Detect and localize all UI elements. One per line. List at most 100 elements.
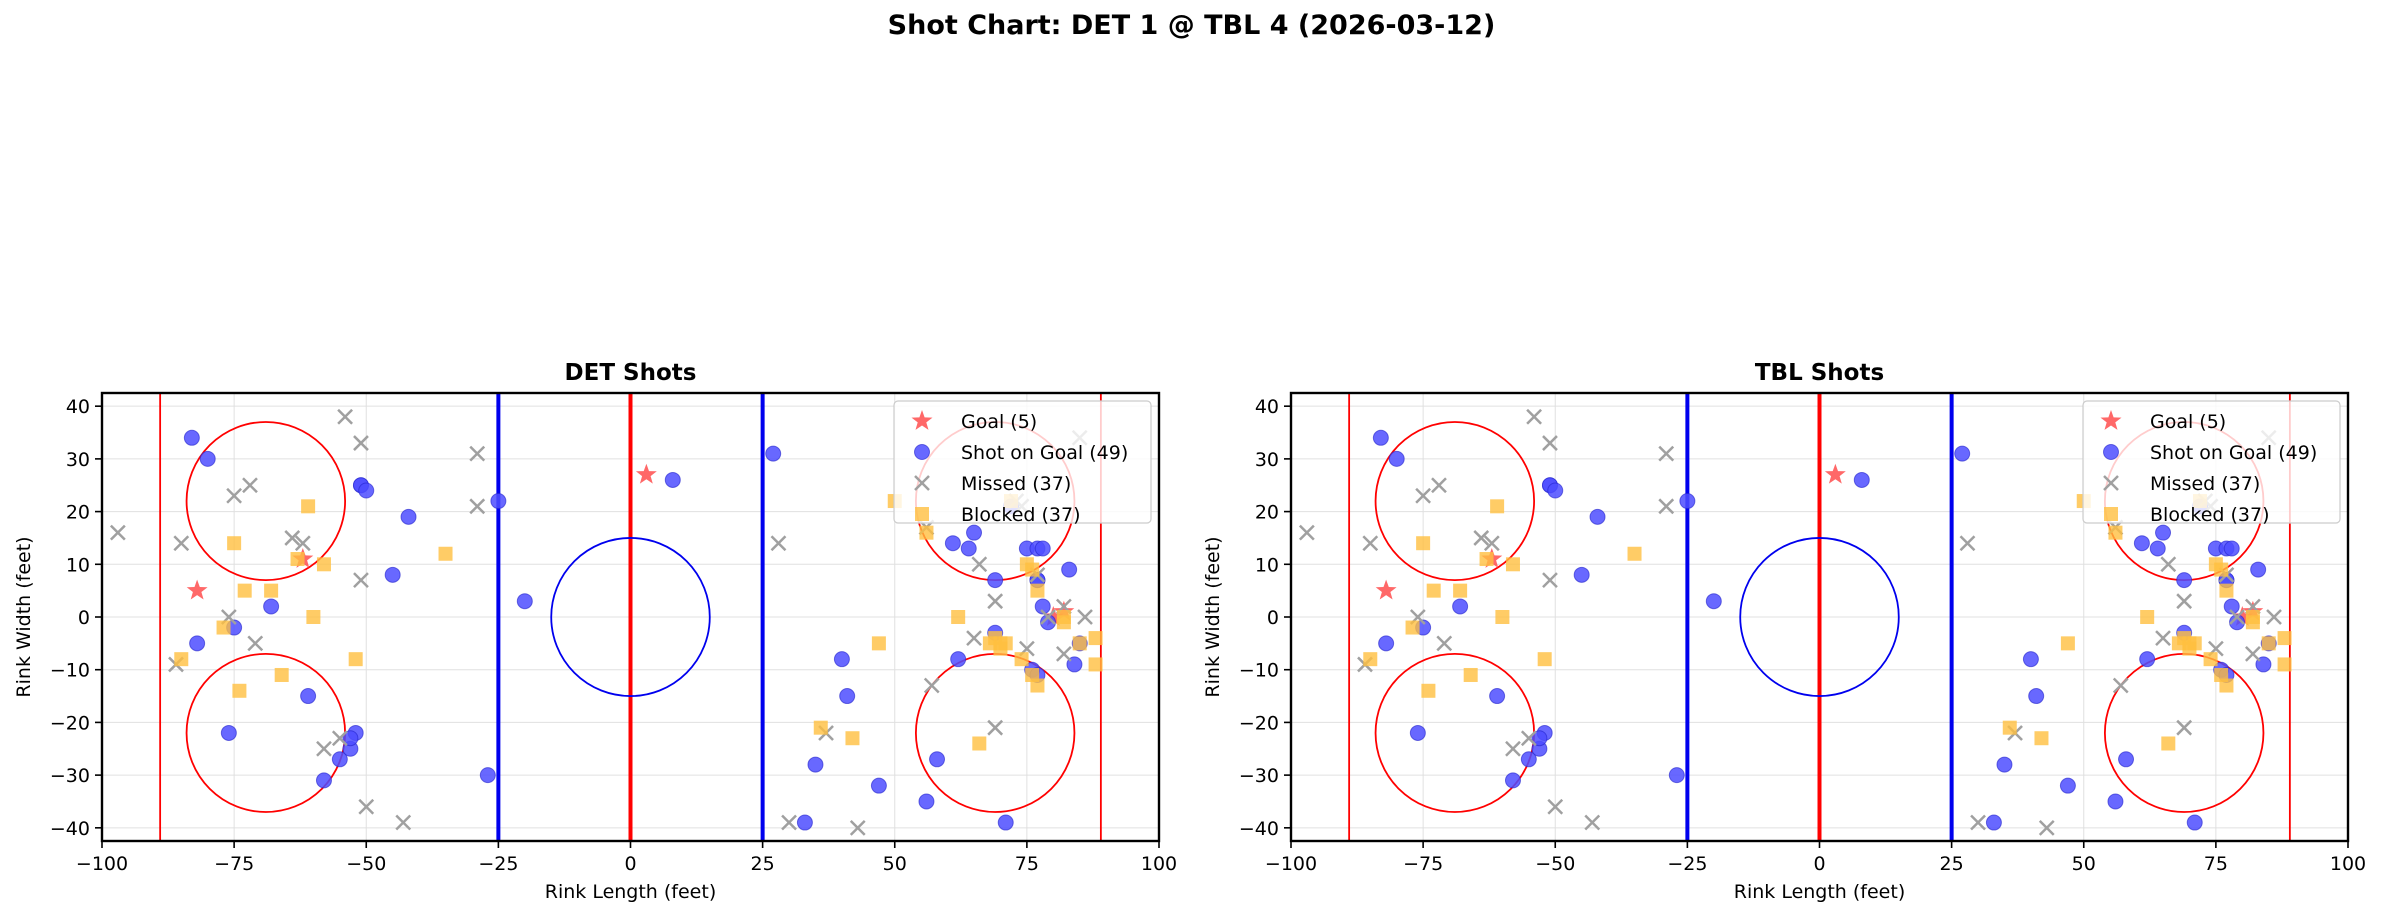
missed-point-stroke-b (1520, 730, 1537, 747)
missed-point (2112, 677, 2129, 694)
shot-on-goal-point (1985, 814, 2002, 831)
missed-point-stroke-b (1040, 609, 1056, 625)
shot-on-goal-point (1034, 540, 1051, 557)
missed-point (1658, 445, 1675, 462)
shot-on-goal-point (1996, 756, 2013, 773)
legend-marker-blocked (915, 507, 929, 521)
x-tick-label: −25 (1667, 853, 1707, 875)
y-tick-label: 20 (1255, 502, 1279, 524)
y-tick-label: 30 (1255, 449, 1279, 471)
missed-point (971, 556, 988, 573)
x-tick-label: 75 (1015, 853, 1039, 875)
shot-on-goal-point (1034, 598, 1051, 615)
missed-point-stroke-b (1542, 435, 1558, 451)
legend-box (893, 400, 1152, 524)
missed-point (1431, 477, 1447, 494)
x-tick-label: 25 (751, 853, 775, 875)
missed-point (2155, 630, 2171, 646)
missed-point-stroke-b (1436, 635, 1453, 652)
y-axis-label: Rink Width (feet) (1202, 536, 1224, 697)
shot-on-goal-point (2223, 540, 2240, 557)
blocked-point (306, 610, 321, 624)
shot-on-goal-point (2155, 524, 2172, 541)
shot-on-goal-point (1378, 635, 1395, 652)
missed-point-stroke-b (2266, 609, 2282, 625)
legend-item-blocked: Blocked (37) (915, 504, 1081, 526)
shot-on-goal-point (199, 450, 216, 467)
missed-point (1483, 535, 1500, 552)
shot-on-goal-point (2139, 651, 2156, 668)
missed-point (226, 487, 243, 504)
legend-label: Blocked (37) (961, 504, 1081, 526)
missed-point-stroke-b (2155, 630, 2171, 646)
missed-point-stroke-b (109, 524, 126, 541)
legend-label: Missed (37) (961, 473, 1071, 495)
legend-label: Goal (5) (961, 411, 1037, 433)
y-tick-label: 20 (66, 502, 90, 524)
shot-on-goal-point (2133, 535, 2150, 552)
missed-point (2038, 819, 2055, 836)
shot-on-goal-point (966, 524, 983, 541)
shot-on-goal-point (765, 445, 782, 462)
missed-point (1436, 635, 1453, 652)
blocked-point (264, 583, 279, 598)
shot-on-goal-point (1520, 751, 1537, 768)
goal-point (1824, 463, 1846, 484)
shot-on-goal-point (2229, 614, 2246, 631)
shot-on-goal-point (1504, 772, 1521, 789)
shot-on-goal-point (1061, 561, 1078, 578)
missed-point-stroke-b (987, 719, 1004, 736)
y-tick-label: 30 (66, 449, 90, 471)
shot-on-goal-point (2118, 751, 2135, 768)
missed-point-stroke-b (1415, 487, 1432, 504)
x-tick-label: −75 (1403, 853, 1443, 875)
blocked-point (2002, 720, 2017, 735)
missed-point-stroke-b (770, 535, 787, 552)
missed-point-stroke-b (395, 814, 412, 831)
blocked-point (813, 720, 828, 735)
shot-on-goal-point (944, 535, 961, 552)
legend-marker-missed (2103, 475, 2119, 491)
missed-point (1473, 530, 1490, 546)
blocked-point (1495, 610, 1510, 624)
missed-point (337, 408, 353, 425)
goal-point (2231, 606, 2253, 626)
blocked-point (1405, 620, 1420, 635)
missed-point (966, 630, 982, 646)
center-faceoff-circle (550, 537, 711, 697)
missed-point (353, 572, 369, 588)
missed-point-stroke-b (247, 635, 264, 652)
missed-point (1055, 646, 1072, 662)
blocked-point (2060, 636, 2075, 651)
shot-on-goal-point (1853, 471, 1870, 488)
missed-point (331, 730, 348, 747)
missed-point (294, 535, 311, 552)
goal-point (1042, 606, 1064, 626)
blocked-point (1072, 636, 1087, 651)
blocked-point (274, 667, 289, 682)
blocked-point (972, 736, 987, 751)
missed-point (1547, 798, 1564, 815)
legend-label: Shot on Goal (49) (2150, 442, 2317, 464)
blocked-point (1014, 652, 1029, 667)
legend-marker-missed-stroke-b (914, 475, 930, 491)
missed-point-stroke-b (1526, 408, 1542, 425)
shot-on-goal-point (516, 593, 533, 610)
blocked-point (2219, 583, 2234, 598)
panel-title: DET Shots (565, 360, 697, 386)
goal-point (1375, 579, 1397, 600)
blocked-point (871, 636, 886, 651)
missed-point-stroke-b (1431, 477, 1447, 494)
shot-on-goal-point (1705, 593, 1722, 610)
blocked-point (348, 652, 363, 667)
shot-on-goal-point (796, 814, 813, 831)
missed-point-stroke-b (337, 408, 353, 425)
legend-marker-shot-on-goal (914, 444, 930, 460)
x-tick-label: 75 (2204, 853, 2228, 875)
blocked-point (2261, 636, 2276, 651)
missed-point (1505, 740, 1521, 757)
missed-point (1520, 730, 1537, 747)
x-tick-label: 100 (1141, 853, 1177, 875)
missed-point (1584, 814, 1601, 831)
page-title: Shot Chart: DET 1 @ TBL 4 (2026-03-12) (887, 10, 1496, 41)
